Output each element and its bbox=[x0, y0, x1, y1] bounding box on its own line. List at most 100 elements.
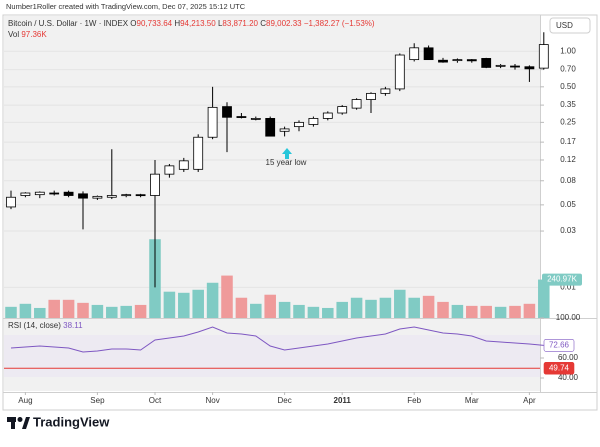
candle-body bbox=[380, 88, 391, 94]
candle-body bbox=[121, 194, 132, 197]
candle-body bbox=[236, 116, 247, 118]
volume-bar bbox=[466, 305, 478, 318]
volume-bar bbox=[91, 304, 104, 318]
volume-bar bbox=[235, 297, 248, 318]
volume-bar bbox=[480, 305, 492, 318]
volume-name: Vol bbox=[8, 30, 19, 39]
y-tick-label: 0.35 bbox=[560, 100, 576, 109]
candle-body bbox=[409, 47, 420, 61]
x-tick-label: Oct bbox=[149, 396, 162, 405]
candle-body bbox=[222, 106, 232, 118]
candle-body bbox=[164, 165, 175, 175]
volume-bar bbox=[206, 282, 219, 318]
legend-row: Bitcoin / U.S. Dollar · 1W · INDEX O90,7… bbox=[8, 19, 375, 28]
candle-body bbox=[538, 44, 549, 69]
x-tick-label: Aug bbox=[18, 396, 32, 405]
volume-bar bbox=[250, 303, 262, 318]
volume-bar bbox=[408, 297, 420, 318]
rsi-tick-label: 60.00 bbox=[558, 353, 579, 362]
currency[interactable]: USD bbox=[556, 21, 573, 30]
currency-box[interactable] bbox=[549, 17, 591, 34]
annotation: 15 year low bbox=[266, 158, 307, 167]
candle-body bbox=[351, 99, 362, 109]
candle-body bbox=[6, 196, 16, 208]
volume-bar bbox=[451, 304, 464, 318]
candle-body bbox=[63, 191, 74, 196]
volume-bar bbox=[293, 304, 305, 318]
candle-body bbox=[394, 54, 405, 90]
candle-body bbox=[510, 65, 520, 68]
y-tick-label: 0.70 bbox=[560, 65, 576, 74]
candle-body bbox=[452, 59, 463, 62]
symbol: Bitcoin / U.S. Dollar · 1W · INDEX bbox=[8, 19, 129, 28]
candle-body bbox=[423, 47, 434, 61]
x-tick-label: Feb bbox=[407, 396, 421, 405]
ohlc-label: L bbox=[218, 19, 223, 28]
plot: 1.00 0.70 0.50 0.35 0.25 0.17 0.12 0.08 0.05 0.03… bbox=[4, 32, 582, 405]
y-tick-label: 0.50 bbox=[560, 82, 576, 91]
rsi-value-box bbox=[543, 361, 575, 375]
y-tick-label: 0.05 bbox=[560, 200, 576, 209]
candle-body bbox=[294, 121, 304, 128]
volume-bar bbox=[365, 299, 377, 318]
candle-body bbox=[322, 112, 333, 119]
ohlc-value: 90,733.64 bbox=[137, 19, 173, 28]
x-tick-label: Apr bbox=[523, 396, 536, 405]
y-tick-label: 0.03 bbox=[560, 226, 576, 235]
candle-body bbox=[20, 192, 31, 196]
rsi-value: 38.11 bbox=[63, 321, 83, 330]
candle-body bbox=[481, 58, 492, 68]
rsi-value-label: 72.66 bbox=[549, 340, 570, 349]
y-tick-label: 0.25 bbox=[560, 117, 576, 126]
candle-body bbox=[250, 118, 261, 120]
rsi-value-label: 49.74 bbox=[549, 363, 570, 372]
candle-body bbox=[178, 160, 189, 170]
volume-bar bbox=[350, 297, 363, 318]
candle-body bbox=[438, 59, 448, 63]
candle-body bbox=[337, 106, 348, 114]
ohlc-label: H bbox=[174, 19, 180, 28]
x-tick-label: Dec bbox=[277, 396, 291, 405]
rsi-band bbox=[4, 335, 540, 377]
price-pane bbox=[4, 16, 540, 318]
candle-body bbox=[92, 195, 103, 199]
volume-bar bbox=[221, 275, 233, 318]
volume-bar bbox=[192, 289, 204, 318]
volume-legend: Vol 97.36K bbox=[8, 30, 47, 39]
volume-bar bbox=[509, 305, 521, 318]
logo-part bbox=[11, 417, 15, 429]
candle-body bbox=[193, 136, 204, 170]
x-tick-label: Sep bbox=[90, 396, 105, 405]
volume-bar bbox=[19, 303, 32, 318]
rsi-line bbox=[10, 326, 544, 353]
candle-body bbox=[495, 64, 506, 67]
ohlc-value: 89,002.33 bbox=[266, 19, 302, 28]
ohlc-label: C bbox=[260, 19, 266, 28]
candle-body bbox=[49, 192, 60, 195]
candle-body bbox=[78, 193, 88, 199]
change: −1,382.27 (−1.53%) bbox=[304, 19, 375, 28]
rsi-name: RSI (14, close) bbox=[8, 321, 61, 330]
ohlc-label: O bbox=[130, 19, 136, 28]
volume-bar bbox=[106, 306, 118, 318]
brand-name: TradingView bbox=[33, 414, 110, 429]
header-caption: Number1Roller created with TradingView.c… bbox=[6, 2, 246, 11]
volume-bar bbox=[278, 301, 291, 318]
candle-body bbox=[207, 106, 218, 138]
rsi-legend: RSI (14, close) 38.11 bbox=[8, 321, 83, 330]
volume-bar bbox=[322, 307, 334, 318]
volume-bar bbox=[437, 301, 449, 318]
logo-part bbox=[17, 417, 23, 422]
volume-bar bbox=[34, 307, 46, 318]
volume-value-box bbox=[542, 273, 582, 286]
volume-bar bbox=[379, 297, 392, 318]
candle-body bbox=[150, 173, 160, 196]
y-tick-label: 0.08 bbox=[560, 176, 576, 185]
volume-bar bbox=[62, 299, 75, 318]
logo-part bbox=[22, 417, 30, 429]
volume-bar bbox=[307, 306, 320, 318]
ohlc-value: 94,213.50 bbox=[180, 19, 216, 28]
y-tick-label: 1.00 bbox=[560, 46, 576, 55]
volume-bar bbox=[120, 305, 132, 318]
